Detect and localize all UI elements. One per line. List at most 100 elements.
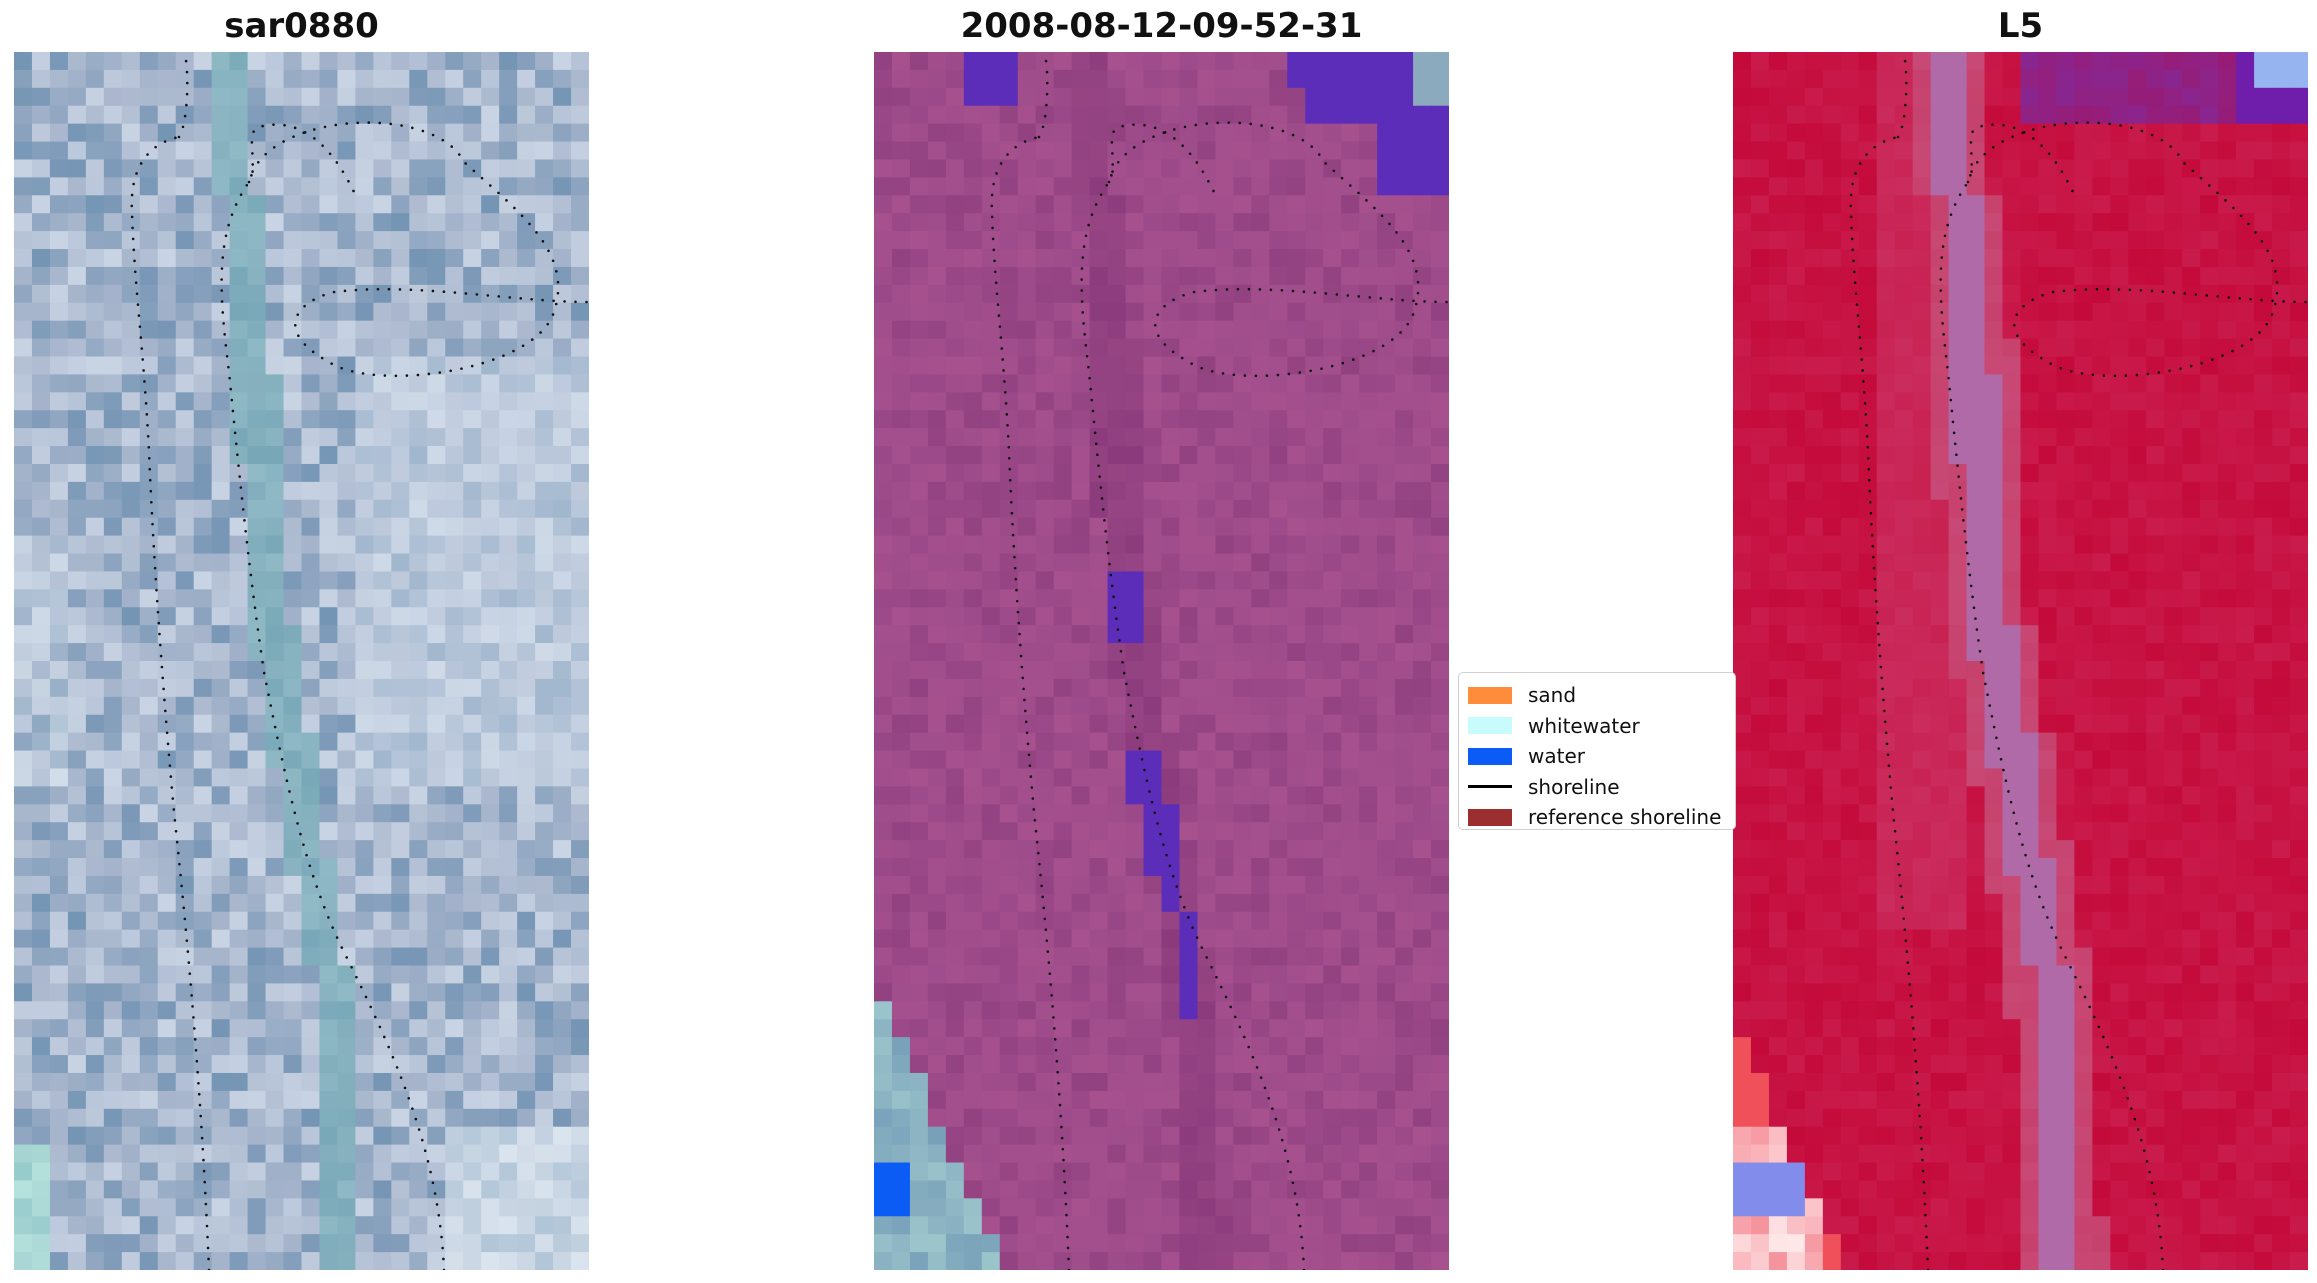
pixel	[139, 302, 159, 322]
pixel	[229, 266, 249, 286]
pixel	[909, 499, 929, 519]
pixel	[1143, 231, 1163, 250]
pixel	[1305, 750, 1324, 770]
pixel	[553, 481, 572, 501]
pixel	[193, 105, 213, 125]
pixel	[1251, 481, 1270, 501]
pixel	[265, 678, 285, 698]
pixel	[1179, 249, 1199, 268]
pixel	[1858, 123, 1878, 143]
pixel	[337, 893, 357, 913]
pixel	[1323, 320, 1342, 340]
pixel	[1858, 392, 1878, 411]
pixel	[927, 320, 947, 340]
pixel	[337, 571, 357, 590]
pixel	[2020, 159, 2040, 178]
pixel	[2272, 177, 2291, 196]
pixel	[1287, 1126, 1306, 1146]
pixel	[945, 947, 965, 967]
pixel	[49, 52, 69, 71]
pixel	[301, 1252, 321, 1270]
pixel	[481, 858, 500, 877]
pixel	[1359, 714, 1378, 734]
pixel	[337, 52, 357, 71]
pixel	[1089, 52, 1109, 71]
pixel	[1215, 392, 1234, 411]
pixel	[1431, 661, 1449, 680]
pixel	[1233, 499, 1252, 519]
pixel	[1035, 141, 1055, 161]
pixel	[355, 517, 374, 537]
pixel	[229, 589, 249, 608]
pixel	[2218, 320, 2237, 340]
pixel	[14, 1198, 33, 1217]
pixel	[1179, 356, 1199, 376]
pixel	[139, 1108, 159, 1128]
pixel	[1179, 858, 1199, 877]
pixel	[1215, 804, 1234, 823]
pixel	[31, 428, 51, 447]
pixel	[1930, 195, 1950, 214]
pixel	[373, 983, 392, 1002]
pixel	[927, 589, 947, 608]
pixel	[373, 1126, 392, 1146]
pixel	[2182, 231, 2201, 250]
pixel	[945, 338, 965, 358]
pixel	[517, 123, 536, 143]
pixel	[2110, 302, 2129, 322]
pixel	[1431, 696, 1449, 716]
pixel	[535, 822, 554, 841]
pixel	[909, 302, 929, 322]
pixel	[1017, 195, 1037, 214]
pixel	[874, 428, 893, 447]
pixel	[211, 1072, 231, 1092]
pixel	[103, 1162, 123, 1182]
pixel	[517, 714, 536, 734]
pixel	[445, 123, 464, 143]
pixel	[963, 840, 983, 859]
pixel	[874, 1144, 893, 1164]
pixel	[891, 1252, 911, 1270]
pixel	[1912, 320, 1932, 340]
pixel	[1233, 696, 1252, 716]
pixel	[1750, 195, 1770, 214]
pixel	[1035, 446, 1055, 465]
pixel	[175, 1001, 195, 1020]
pixel	[67, 625, 87, 644]
pixel	[67, 1234, 87, 1253]
pixel	[427, 607, 446, 626]
pixel	[1125, 177, 1145, 196]
pixel	[2236, 195, 2255, 214]
pixel	[49, 947, 69, 967]
pixel	[1161, 535, 1181, 555]
pixel	[1269, 911, 1288, 931]
pixel	[1107, 911, 1127, 931]
pixel	[2092, 356, 2111, 376]
pixel	[1966, 52, 1986, 71]
pixel	[891, 1072, 911, 1092]
pixel	[49, 392, 69, 411]
pixel	[963, 643, 983, 662]
pixel	[121, 338, 141, 358]
pixel	[1733, 159, 1752, 178]
pixel	[1233, 911, 1252, 931]
pixel	[103, 535, 123, 555]
pixel	[1017, 732, 1037, 752]
pixel	[535, 1180, 554, 1199]
pixel	[1017, 517, 1037, 537]
pixel	[301, 266, 321, 286]
pixel	[1804, 141, 1824, 161]
pixel	[391, 517, 410, 537]
pixel	[517, 1090, 536, 1110]
pixel	[1431, 965, 1449, 985]
pixel	[103, 858, 123, 877]
pixel	[1161, 159, 1181, 178]
pixel	[193, 1037, 213, 1056]
pixel	[85, 983, 105, 1002]
pixel	[1251, 947, 1270, 967]
pixel	[49, 320, 69, 340]
pixel	[319, 1252, 339, 1270]
pixel	[247, 732, 267, 752]
pixel	[1395, 1090, 1414, 1110]
pixel	[1395, 1072, 1414, 1092]
